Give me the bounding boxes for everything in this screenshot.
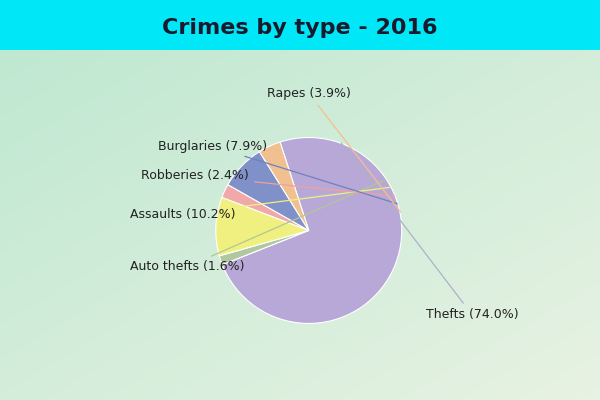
Wedge shape bbox=[259, 142, 309, 230]
Text: Auto thefts (1.6%): Auto thefts (1.6%) bbox=[130, 180, 386, 273]
Text: Robberies (2.4%): Robberies (2.4%) bbox=[142, 169, 395, 196]
Text: Crimes by type - 2016: Crimes by type - 2016 bbox=[162, 18, 438, 38]
Text: Thefts (74.0%): Thefts (74.0%) bbox=[341, 143, 518, 321]
Wedge shape bbox=[223, 138, 402, 324]
Wedge shape bbox=[220, 230, 309, 265]
Text: Rapes (3.9%): Rapes (3.9%) bbox=[267, 87, 400, 212]
Text: Assaults (10.2%): Assaults (10.2%) bbox=[130, 187, 390, 220]
Wedge shape bbox=[222, 185, 309, 230]
Wedge shape bbox=[228, 152, 309, 230]
Text: Burglaries (7.9%): Burglaries (7.9%) bbox=[158, 140, 397, 204]
Wedge shape bbox=[216, 197, 309, 256]
